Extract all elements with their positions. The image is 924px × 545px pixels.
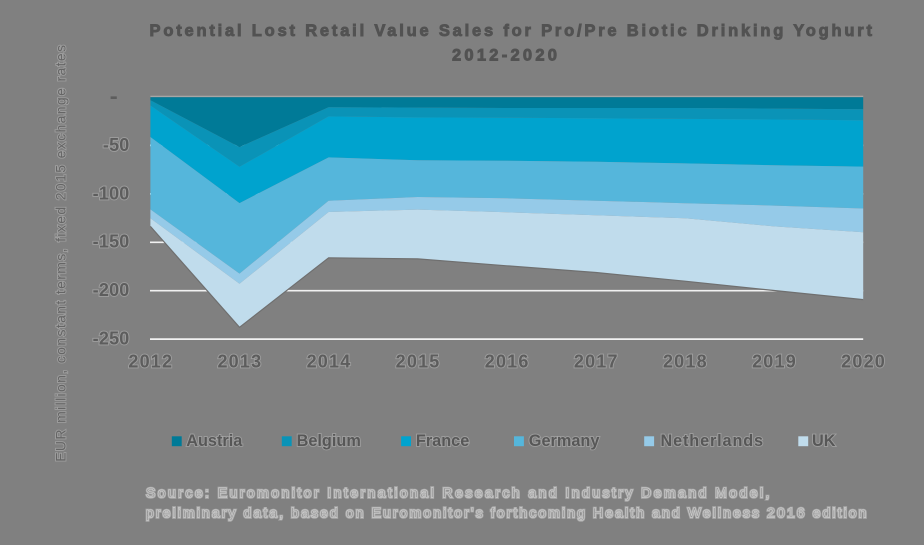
- svg-text:2013: 2013: [217, 351, 262, 371]
- svg-text:UK: UK: [812, 432, 836, 450]
- svg-text:2020: 2020: [841, 351, 886, 371]
- svg-text:2018: 2018: [663, 351, 708, 371]
- svg-text:Source: Euromonitor Internatio: Source: Euromonitor International Resear…: [146, 485, 772, 501]
- svg-text:Netherlands: Netherlands: [661, 432, 764, 450]
- svg-text:-250: -250: [93, 329, 130, 349]
- svg-text:-100: -100: [93, 183, 130, 203]
- svg-text:2016: 2016: [485, 351, 530, 371]
- svg-text:2015: 2015: [396, 351, 441, 371]
- svg-text:Potential Lost Retail Value Sa: Potential Lost Retail Value Sales for Pr…: [150, 22, 875, 40]
- svg-text:Belgium: Belgium: [297, 432, 361, 450]
- svg-text:Source: Euromonitor Internatio: Source: Euromonitor International Resear…: [146, 485, 772, 501]
- svg-text:2012: 2012: [128, 351, 173, 371]
- svg-text:preliminary data, based on Eur: preliminary data, based on Euromonitor's…: [146, 505, 869, 521]
- svg-text:2012-2020: 2012-2020: [452, 46, 560, 64]
- svg-text:-200: -200: [93, 280, 130, 300]
- svg-text:2014: 2014: [307, 351, 352, 371]
- svg-text:2019: 2019: [752, 351, 797, 371]
- svg-text:France: France: [416, 432, 469, 450]
- svg-text:EUR million, constant terms, f: EUR million, constant terms, fixed 2015 …: [53, 44, 69, 462]
- svg-text:Germany: Germany: [529, 432, 600, 450]
- svg-text:-50: -50: [103, 135, 130, 155]
- svg-text:-150: -150: [93, 232, 130, 252]
- svg-text:preliminary data, based on Eur: preliminary data, based on Euromonitor's…: [146, 505, 869, 521]
- svg-text:2017: 2017: [574, 351, 619, 371]
- svg-text:Austria: Austria: [186, 432, 243, 450]
